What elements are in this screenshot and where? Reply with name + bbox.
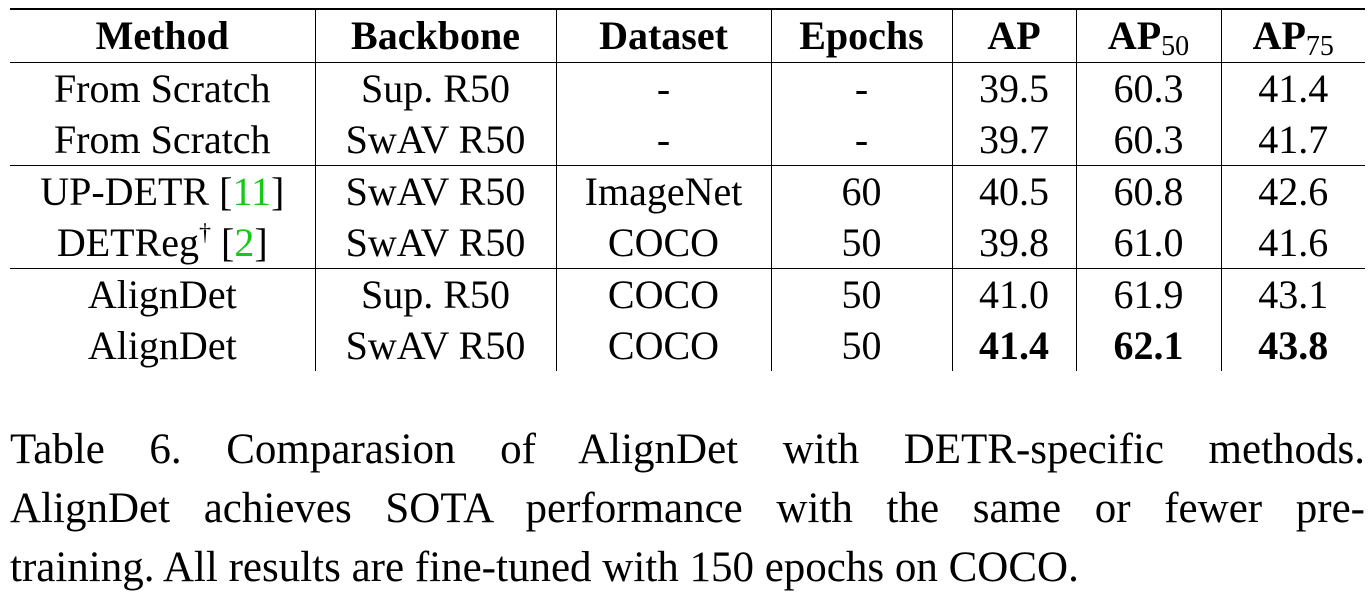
header-ap50-main: AP	[1107, 13, 1162, 58]
header-ap75: AP75	[1221, 9, 1365, 63]
table-row: UP-DETR [11] SwAV R50 ImageNet 60 40.5 6…	[10, 165, 1365, 217]
cell-backbone: SwAV R50	[315, 114, 557, 166]
cell-method: From Scratch	[10, 114, 316, 166]
cell-ap50: 60.8	[1076, 165, 1222, 217]
cell-dataset: COCO	[556, 320, 772, 371]
cell-ap50: 61.0	[1076, 217, 1222, 269]
caption-line: training. All results are fine-tuned wit…	[10, 544, 1079, 591]
cell-dataset: COCO	[556, 217, 772, 269]
header-method: Method	[10, 9, 316, 63]
cell-ap-best: 41.4	[952, 320, 1077, 371]
cell-epochs: 50	[771, 320, 953, 371]
cell-dataset: -	[556, 62, 772, 114]
table-header-row: Method Backbone Dataset Epochs AP AP50 A…	[10, 9, 1365, 63]
results-table-container: Method Backbone Dataset Epochs AP AP50 A…	[10, 8, 1365, 371]
cell-ap75: 42.6	[1258, 168, 1329, 214]
table-row: AlignDet SwAV R50 COCO 50 41.4 62.1 43.8	[10, 320, 1365, 371]
cell-backbone: SwAV R50	[315, 217, 557, 269]
cell-backbone: SwAV R50	[315, 165, 557, 217]
cell-ap75-best: 43.8	[1258, 322, 1329, 368]
header-ap50: AP50	[1076, 9, 1222, 63]
cell-method: DETReg† [2]	[10, 217, 316, 269]
cell-dataset: -	[556, 114, 772, 166]
cell-backbone: Sup. R50	[315, 268, 557, 320]
caption-line: AlignDet achieves SOTA performance with …	[10, 485, 1365, 532]
cell-ap: 41.0	[952, 268, 1077, 320]
table-row: From Scratch Sup. R50 - - 39.5 60.3 41.4	[10, 62, 1365, 114]
cell-epochs: -	[771, 114, 953, 166]
citation-link[interactable]: 2	[234, 219, 255, 265]
header-ap: AP	[952, 9, 1077, 63]
table-row: DETReg† [2] SwAV R50 COCO 50 39.8 61.0 4…	[10, 217, 1365, 269]
method-name: DETReg	[56, 219, 200, 265]
cell-ap: 39.8	[952, 217, 1077, 269]
header-ap75-main: AP	[1252, 13, 1306, 58]
cell-method: AlignDet	[10, 320, 316, 371]
cell-ap50-best: 62.1	[1076, 320, 1222, 371]
cell-ap75: 41.7	[1221, 114, 1365, 166]
cell-epochs: -	[771, 62, 953, 114]
method-name: UP-DETR	[40, 168, 210, 214]
cell-dataset: COCO	[556, 268, 772, 320]
cell-method: From Scratch	[10, 62, 316, 114]
cell-method: UP-DETR [11]	[10, 165, 316, 217]
cell-backbone: SwAV R50	[315, 320, 557, 371]
results-table: Method Backbone Dataset Epochs AP AP50 A…	[10, 8, 1365, 371]
cell-ap75: 43.1	[1258, 271, 1329, 317]
citation-link[interactable]: 11	[232, 168, 271, 214]
table-row: AlignDet Sup. R50 COCO 50 41.0 61.9 43.1	[10, 268, 1365, 320]
header-epochs: Epochs	[771, 9, 953, 63]
cell-ap50: 60.3	[1076, 62, 1222, 114]
header-ap75-sub: 75	[1305, 31, 1334, 62]
cell-ap50: 60.3	[1076, 114, 1222, 166]
dagger-mark: †	[199, 219, 212, 246]
header-ap50-sub: 50	[1161, 31, 1190, 62]
table-caption: Table 6. Comparasion of AlignDet with DE…	[10, 420, 1365, 597]
cell-ap: 39.5	[952, 62, 1077, 114]
cell-epochs: 50	[771, 268, 953, 320]
table-row: From Scratch SwAV R50 - - 39.7 60.3 41.7	[10, 114, 1365, 166]
cell-dataset: ImageNet	[556, 165, 772, 217]
cell-ap75: 41.6	[1221, 217, 1365, 269]
cell-backbone: Sup. R50	[315, 62, 557, 114]
header-backbone: Backbone	[315, 9, 557, 63]
caption-line: Table 6. Comparasion of AlignDet with DE…	[10, 426, 1365, 473]
cell-epochs: 50	[771, 217, 953, 269]
cell-ap50: 61.9	[1076, 268, 1222, 320]
header-dataset: Dataset	[556, 9, 772, 63]
cell-method: AlignDet	[10, 268, 316, 320]
cell-epochs: 60	[771, 165, 953, 217]
cell-ap: 40.5	[952, 165, 1077, 217]
cell-ap75: 41.4	[1258, 65, 1329, 111]
cell-ap: 39.7	[952, 114, 1077, 166]
